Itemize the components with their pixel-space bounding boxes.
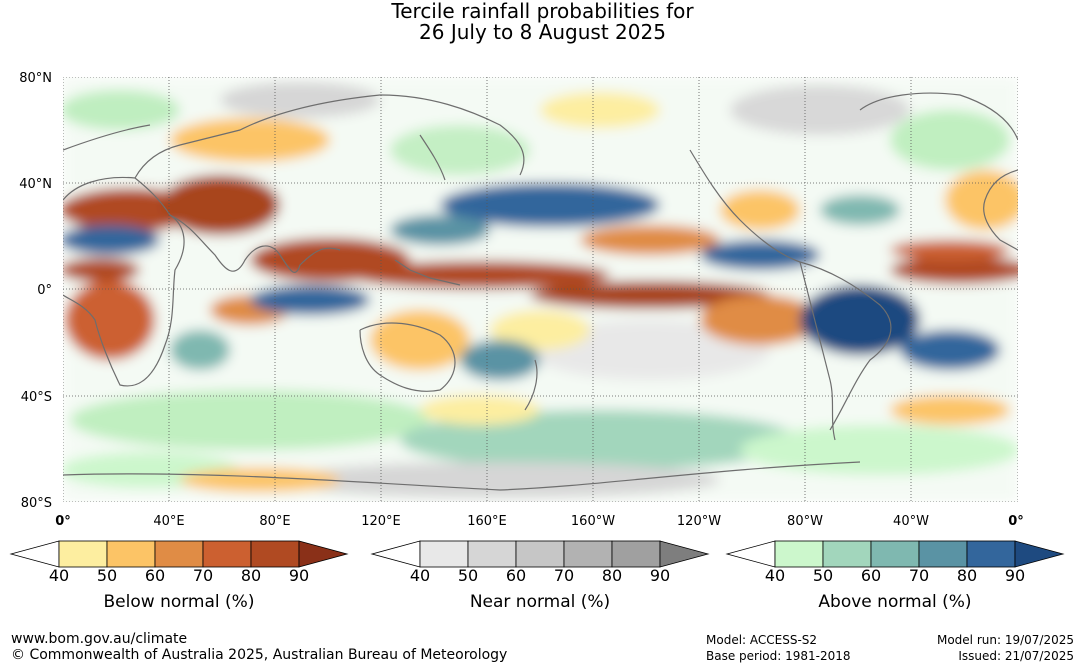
colorbar-above-tick: 70 (908, 566, 930, 585)
lon-label-80e: 80°E (259, 514, 290, 529)
colorbar-below-segment (250, 540, 300, 568)
legend-title-below: Below normal (%) (103, 592, 255, 612)
colorbar-below-tick: 70 (192, 566, 214, 585)
colorbar-near-tick: 90 (649, 566, 671, 585)
colorbar-below-normal (9, 540, 349, 568)
colorbar-near-segment (563, 540, 613, 568)
colorbar-below-arrow-high (298, 540, 349, 568)
lat-label-40n: 40°N (19, 177, 52, 192)
colorbar-above-tick: 90 (1004, 566, 1026, 585)
lon-label-0-left: 0° (55, 514, 71, 529)
footer-website: www.bom.gov.au/climate (11, 631, 188, 647)
colorbar-near-tick: 70 (553, 566, 575, 585)
colorbar-near-segment (611, 540, 661, 568)
colorbar-below-tick: 40 (48, 566, 70, 585)
colorbar-near-arrow-high (659, 540, 710, 568)
lat-label-80n: 80°N (19, 71, 52, 86)
coastlines (63, 92, 1018, 491)
lon-label-80w: 80°W (787, 514, 823, 529)
lon-label-160e: 160°E (467, 514, 507, 529)
colorbar-near-segment (467, 540, 517, 568)
lon-label-0-right: 0° (1008, 514, 1024, 529)
colorbar-near-tick: 40 (409, 566, 431, 585)
colorbar-above-segment (918, 540, 968, 568)
colorbar-above-segment (870, 540, 920, 568)
footer-model: Model: ACCESS-S2 (706, 633, 818, 647)
colorbar-below-tick: 50 (96, 566, 118, 585)
longitude-labels: 0° 40°E 80°E 120°E 160°E 160°W 120°W 80°… (55, 514, 1024, 529)
colorbar-above-tick: 50 (812, 566, 834, 585)
lat-label-0: 0° (37, 283, 52, 298)
lat-label-40s: 40°S (21, 390, 52, 405)
colorbar-near-arrow-low (370, 540, 421, 568)
colorbar-near-normal (370, 540, 710, 568)
latitude-labels: 80°N 40°N 0° 40°S 80°S (19, 71, 52, 511)
colorbar-below-segment (58, 540, 108, 568)
colorbar-near-tick: 80 (601, 566, 623, 585)
map-area (63, 77, 1018, 502)
lat-label-80s: 80°S (21, 496, 52, 511)
footer-issued: Issued: 21/07/2025 (958, 649, 1074, 663)
map-title-line2: 26 July to 8 August 2025 (419, 20, 666, 44)
colorbar-above-tick: 60 (860, 566, 882, 585)
footer-model-run: Model run: 19/07/2025 (936, 633, 1074, 647)
colorbar-above-segment (822, 540, 872, 568)
colorbar-above-normal (725, 540, 1065, 568)
legend-title-near: Near normal (%) (469, 592, 611, 612)
colorbar-near-tick: 50 (457, 566, 479, 585)
colorbar-above-tick: 80 (956, 566, 978, 585)
colorbar-near-segment (419, 540, 469, 568)
lon-label-160w: 160°W (571, 514, 615, 529)
footer-base-period: Base period: 1981-2018 (706, 649, 851, 663)
legend-title-above: Above normal (%) (818, 592, 972, 612)
colorbar-near-tick: 60 (505, 566, 527, 585)
colorbar-below-tick: 80 (240, 566, 262, 585)
lon-label-120w: 120°W (677, 514, 721, 529)
footer-copyright: © Commonwealth of Australia 2025, Austra… (11, 647, 508, 663)
colorbar-below-segment (154, 540, 204, 568)
colorbar-above-segment (774, 540, 824, 568)
colorbar-near-segment (515, 540, 565, 568)
probability-field (63, 77, 1018, 502)
colorbar-above-arrow-high (1014, 540, 1065, 568)
map-title-line1: Tercile rainfall probabilities for (391, 0, 694, 23)
colorbar-above-tick: 40 (764, 566, 786, 585)
lon-label-40e: 40°E (153, 514, 184, 529)
colorbar-below-segment (202, 540, 252, 568)
lon-label-120e: 120°E (361, 514, 401, 529)
lon-label-40w: 40°W (893, 514, 929, 529)
colorbar-above-arrow-low (725, 540, 776, 568)
colorbar-below-arrow-low (9, 540, 60, 568)
colorbar-above-segment (966, 540, 1016, 568)
colorbar-below-segment (106, 540, 156, 568)
graticule (63, 77, 1018, 502)
colorbar-below-tick: 90 (288, 566, 310, 585)
colorbar-below-tick: 60 (144, 566, 166, 585)
